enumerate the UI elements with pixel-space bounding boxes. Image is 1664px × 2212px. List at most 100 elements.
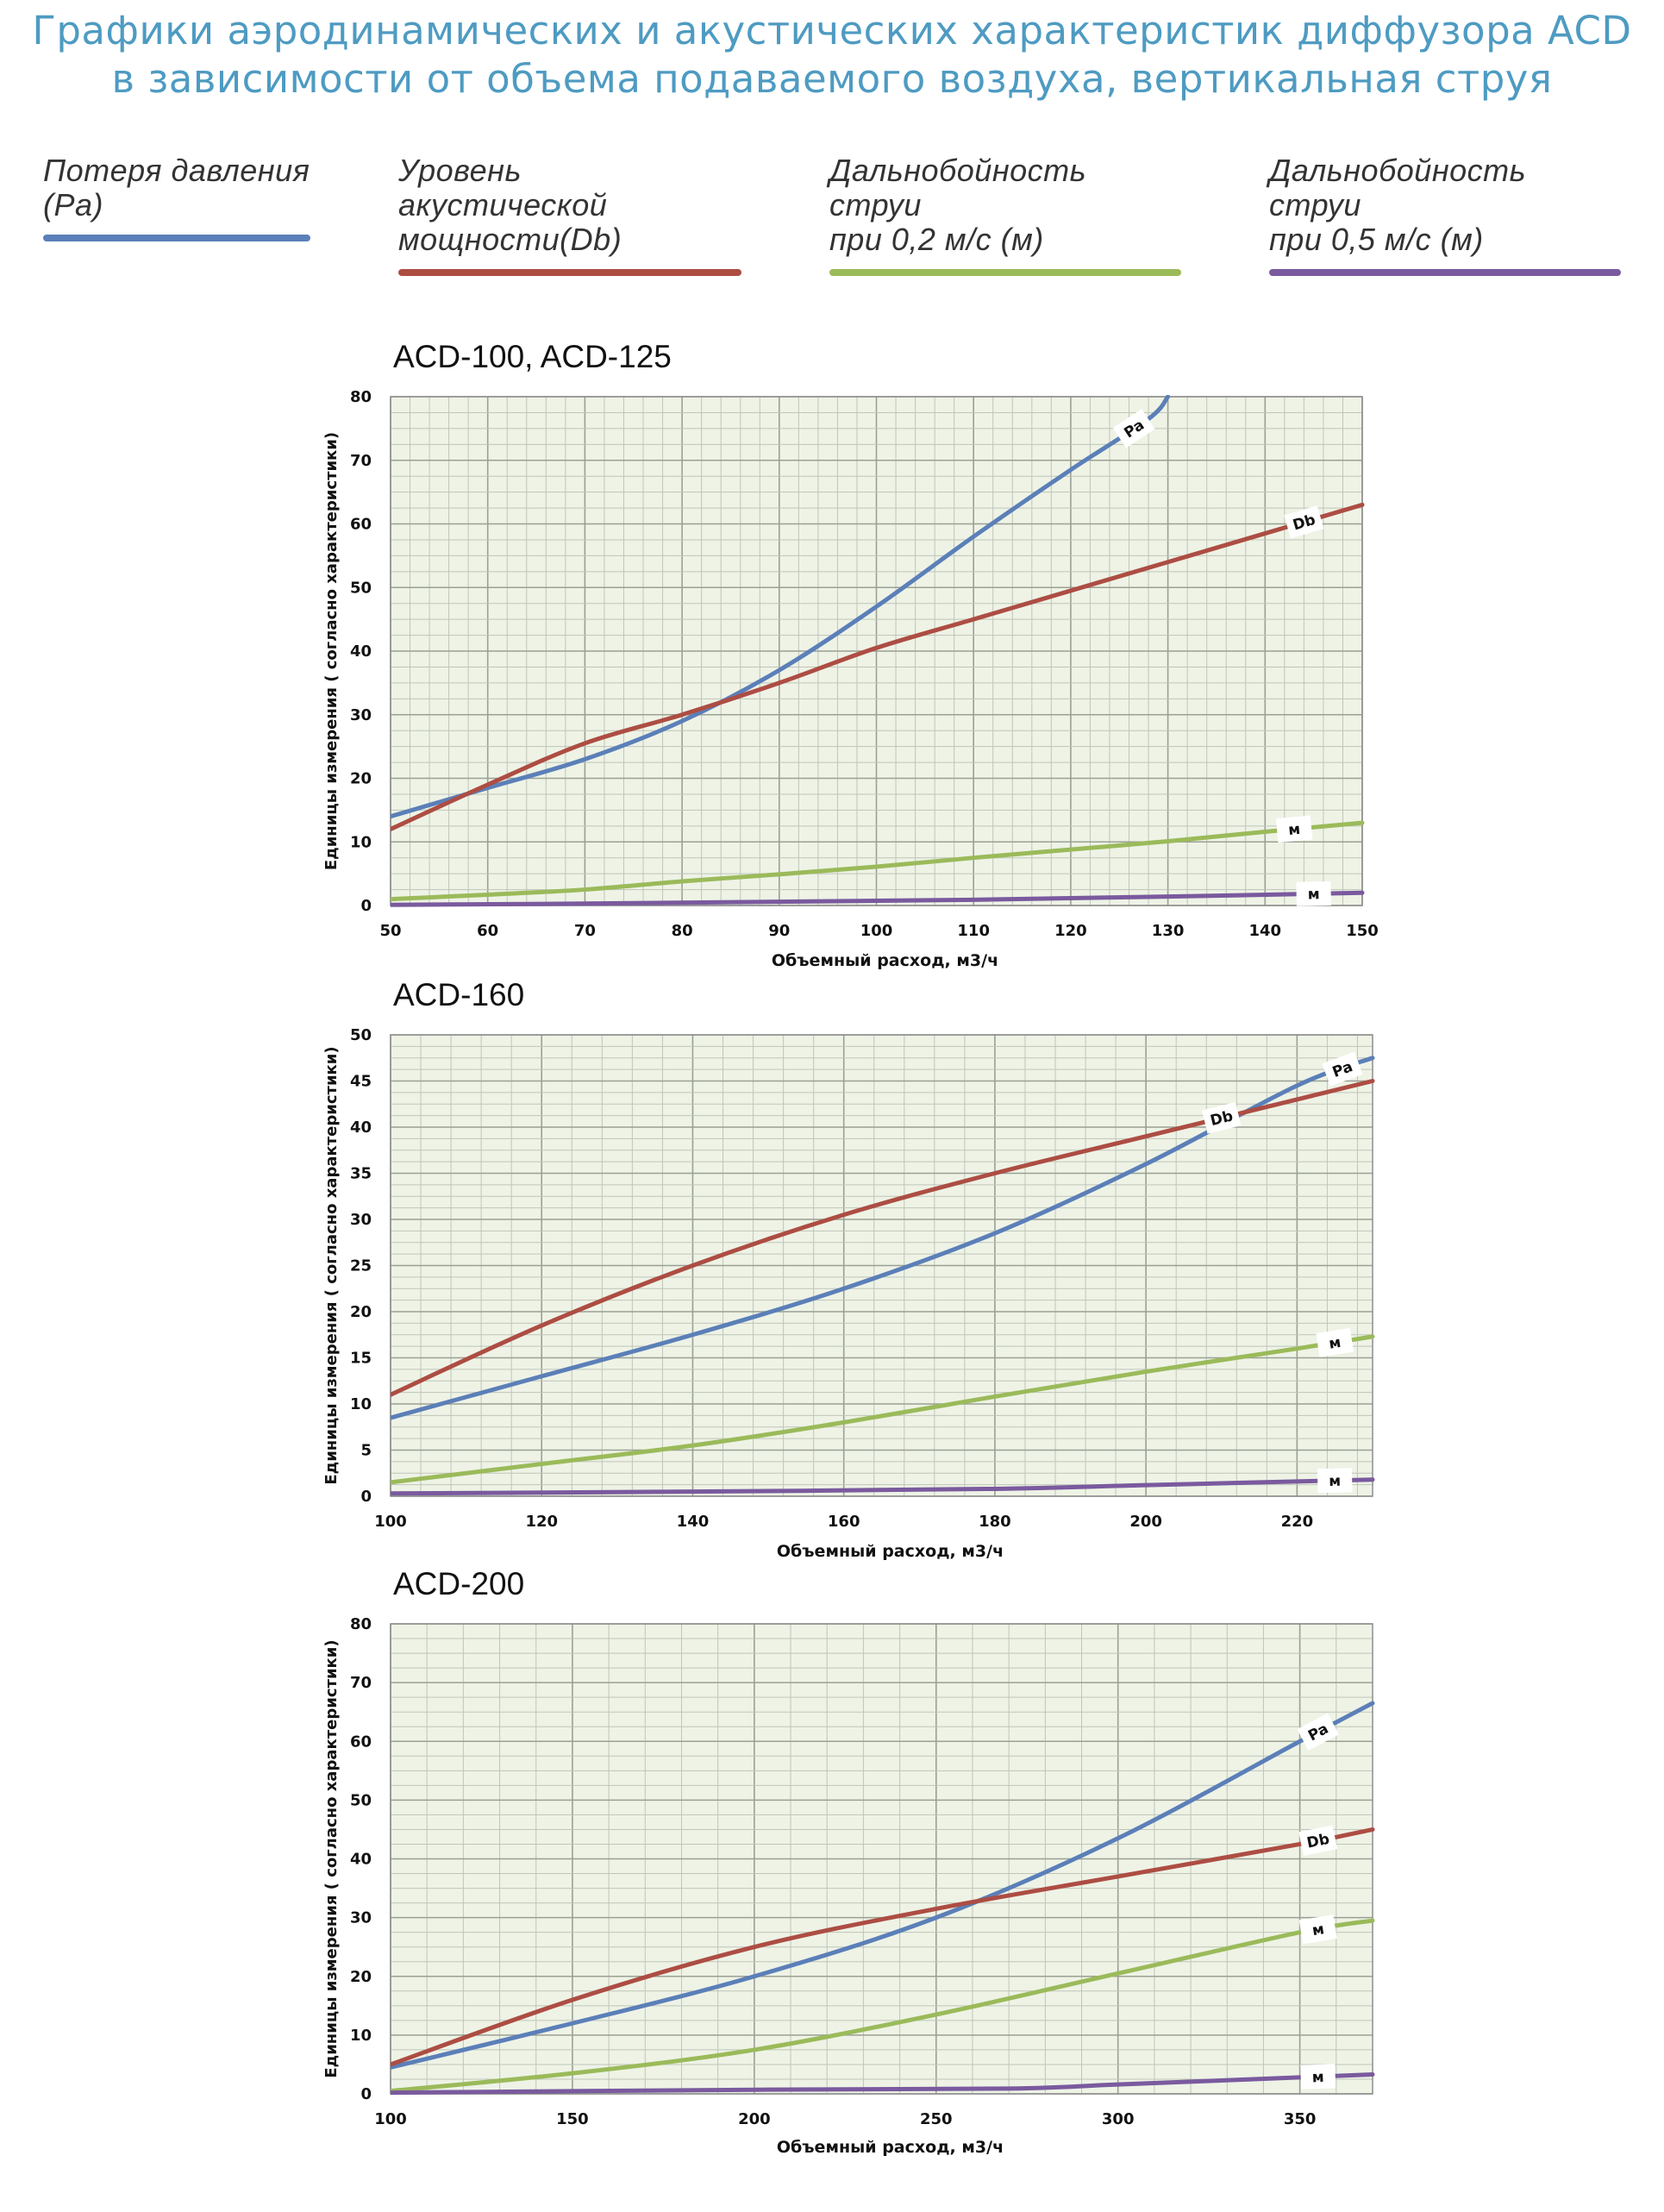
y-tick-label: 40 <box>350 642 372 661</box>
y-tick-label: 70 <box>350 1674 372 1692</box>
x-tick-label: 60 <box>477 922 498 940</box>
series-label-db: Db <box>1202 1101 1242 1134</box>
y-tick-label: 10 <box>350 2027 372 2045</box>
x-tick-label: 110 <box>957 922 990 940</box>
legend-swatch <box>398 269 741 276</box>
legend-label: Уровень акустической мощности(Db) <box>398 154 674 257</box>
y-tick-label: 0 <box>360 897 372 915</box>
y-tick-label: 35 <box>350 1165 372 1183</box>
x-tick-label: 180 <box>979 1513 1011 1531</box>
y-tick-label: 60 <box>350 1733 372 1751</box>
series-label-bg <box>1296 880 1331 906</box>
chart-title: ACD-200 <box>393 1566 525 1601</box>
y-tick-label: 60 <box>350 516 372 534</box>
y-tick-label: 0 <box>360 2085 372 2103</box>
series-label-bg <box>1317 1468 1353 1494</box>
series-label-m05: м <box>1296 880 1331 906</box>
x-tick-label: 70 <box>574 922 596 940</box>
x-tick-label: 220 <box>1281 1513 1314 1531</box>
legend-item-m05: Дальнобойность струи при 0,5 м/с (м) <box>1269 154 1621 276</box>
x-axis-label: Объемный расход, м3/ч <box>777 1542 1004 1561</box>
series-label-bg <box>1300 2064 1336 2090</box>
legend-label: Дальнобойность струи при 0,2 м/с (м) <box>829 154 1105 257</box>
x-tick-label: 300 <box>1102 2110 1135 2128</box>
series-line-pa <box>391 395 1171 819</box>
y-axis-label: Единицы измерения ( согласно характерист… <box>322 1046 341 1484</box>
series-label-bg <box>1322 1051 1363 1087</box>
series-line-db <box>391 1079 1375 1397</box>
x-tick-label: 100 <box>374 2110 407 2128</box>
series-line-m05 <box>391 890 1365 907</box>
y-tick-label: 20 <box>350 1968 372 1986</box>
x-tick-label: 80 <box>672 922 693 940</box>
legend-label-line-1: Дальнобойность струи <box>829 153 1087 222</box>
series-line-m05 <box>391 2072 1375 2096</box>
y-tick-label: 70 <box>350 452 372 470</box>
series-label-bg <box>1316 1327 1354 1357</box>
y-tick-label: 0 <box>360 1488 372 1506</box>
x-tick-label: 100 <box>374 1513 407 1531</box>
y-tick-label: 25 <box>350 1257 372 1275</box>
series-label-bg <box>1112 409 1155 448</box>
y-tick-label: 10 <box>350 1395 372 1413</box>
chart-svg: 50 60 70 80 90 100 110 120 130 140 150 0 10 20 30 40 50 6… <box>322 388 1379 970</box>
legend-item-db: Уровень акустической мощности(Db) <box>398 154 741 276</box>
plot-border <box>390 396 1363 906</box>
y-tick-label: 20 <box>350 1303 372 1321</box>
series-label-pa: Pa <box>1322 1051 1363 1087</box>
plot-border <box>390 1034 1373 1497</box>
x-tick-label: 150 <box>1346 922 1379 940</box>
legend-item-pa: Потеря давления (Pa) <box>43 154 319 241</box>
series-line-m05 <box>391 1477 1375 1496</box>
series-label-text: м <box>1328 1334 1342 1353</box>
series-label-m05: м <box>1317 1468 1353 1494</box>
legend-label-line-1: Потеря давления <box>43 153 310 188</box>
x-tick-label: 100 <box>860 922 893 940</box>
y-tick-label: 5 <box>360 1442 372 1460</box>
legend-label-line-2: при 0,2 м/с (м) <box>829 222 1044 257</box>
y-tick-label: 80 <box>350 1615 372 1633</box>
legend-label-line-2: (Pa) <box>43 187 104 222</box>
x-tick-label: 140 <box>677 1513 710 1531</box>
chart-svg: 100 150 200 250 300 350 0 10 20 30 40 50 60 70 80 Объем… <box>322 1615 1375 2157</box>
series-label-bg <box>1297 1713 1339 1751</box>
y-tick-label: 45 <box>350 1073 372 1091</box>
x-tick-label: 200 <box>738 2110 771 2128</box>
y-tick-label: 50 <box>350 1791 372 1809</box>
series-label-text: м <box>1311 1921 1325 1939</box>
x-tick-label: 90 <box>768 922 790 940</box>
y-tick-label: 50 <box>350 1026 372 1044</box>
chart-svg: 100 120 140 160 180 200 220 0 5 10 15 20 25 30 35 40 45 5… <box>322 1026 1375 1561</box>
x-tick-label: 140 <box>1249 922 1282 940</box>
legend-swatch <box>1269 269 1621 276</box>
chart-acd-160: ACD-160 100 120 140 160 180 200 220 0 5 10 15 20 25 3… <box>0 970 1664 1574</box>
x-axis-label: Объемный расход, м3/ч <box>772 951 998 970</box>
x-tick-label: 130 <box>1152 922 1185 940</box>
legend-label-line-1: Дальнобойность струи <box>1269 153 1527 222</box>
series-label-bg <box>1202 1101 1242 1134</box>
y-tick-label: 40 <box>350 1851 372 1869</box>
y-tick-label: 40 <box>350 1119 372 1137</box>
series-line-db <box>391 1827 1375 2067</box>
x-tick-label: 50 <box>379 922 401 940</box>
page-title-line-2: в зависимости от объема подаваемого возд… <box>111 56 1553 102</box>
plot-area <box>390 1034 1373 1497</box>
x-tick-label: 120 <box>1054 922 1087 940</box>
series-label-pa: Pa <box>1297 1713 1339 1751</box>
legend-label-line-2: мощности(Db) <box>398 222 622 257</box>
x-tick-label: 250 <box>920 2110 953 2128</box>
y-tick-label: 80 <box>350 388 372 406</box>
y-tick-label: 15 <box>350 1350 372 1368</box>
chart-acd-100-125: ACD-100, ACD-125 50 60 70 80 90 100 110 120 130 1… <box>0 332 1664 987</box>
y-tick-label: 50 <box>350 579 372 597</box>
page-title-line-1: Графики аэродинамических и акустических … <box>32 8 1632 53</box>
y-tick-label: 30 <box>350 1909 372 1927</box>
x-tick-label: 350 <box>1284 2110 1317 2128</box>
series-label-db: Db <box>1298 1825 1338 1856</box>
legend-label: Дальнобойность струи при 0,5 м/с (м) <box>1269 154 1545 257</box>
y-tick-label: 10 <box>350 833 372 851</box>
series-label-text: м <box>1311 2069 1324 2087</box>
x-axis-label: Объемный расход, м3/ч <box>777 2138 1004 2157</box>
page-title: Графики аэродинамических и акустических … <box>0 7 1664 103</box>
chart-acd-200: ACD-200 100 150 200 250 300 350 0 10 20 30 40 50 60 7… <box>0 1559 1664 2208</box>
